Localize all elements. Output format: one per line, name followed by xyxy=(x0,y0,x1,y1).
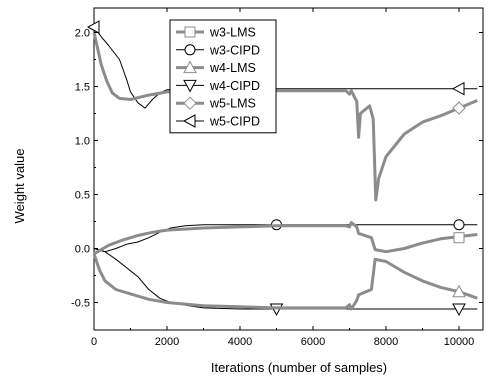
legend: w3-LMS w3-CIPD w4-LMS w4-CIPD w5-LMS w5-CIPD xyxy=(170,20,276,133)
y-axis-title: Weight value xyxy=(12,149,27,224)
x-tick-label: 2000 xyxy=(155,336,179,348)
series-marker-triangle-left xyxy=(453,83,464,95)
y-tick-label: 0.5 xyxy=(75,190,90,202)
legend-label: w3-LMS xyxy=(209,26,256,40)
series-marker-square xyxy=(185,27,195,37)
x-tick-label: 6000 xyxy=(301,336,325,348)
legend-label: w3-CIPD xyxy=(209,43,260,57)
legend-label: w4-LMS xyxy=(209,61,256,75)
x-tick-label: 8000 xyxy=(374,336,398,348)
series-marker-diamond xyxy=(453,102,465,114)
series-marker-square xyxy=(454,233,464,243)
legend-item: w3-LMS xyxy=(176,26,256,40)
y-tick-label: 0.0 xyxy=(75,244,90,256)
x-tick-label: 4000 xyxy=(228,336,252,348)
y-tick-label: 1.5 xyxy=(75,82,90,94)
series-w4-cipd xyxy=(94,249,477,315)
series-w5-lms xyxy=(94,33,477,200)
legend-label: w4-CIPD xyxy=(209,79,260,93)
y-tick-label: 2.0 xyxy=(75,28,90,40)
x-tick-label: 10000 xyxy=(444,336,475,348)
series-marker-circle xyxy=(454,220,464,230)
series-line xyxy=(94,223,477,254)
series-w4-lms xyxy=(94,254,477,309)
y-tick-label: -0.5 xyxy=(71,298,90,310)
series-marker-circle xyxy=(185,45,195,55)
legend-label: w5-CIPD xyxy=(209,115,260,129)
x-tick-label: 0 xyxy=(91,336,97,348)
x-axis-title: Iterations (number of samples) xyxy=(211,360,387,375)
y-tick-label: 1.0 xyxy=(75,136,90,148)
series-line xyxy=(94,33,477,200)
series-line xyxy=(94,254,477,309)
legend-label: w5-LMS xyxy=(209,97,256,111)
series-line xyxy=(94,225,477,252)
series-w3-lms xyxy=(94,223,477,254)
